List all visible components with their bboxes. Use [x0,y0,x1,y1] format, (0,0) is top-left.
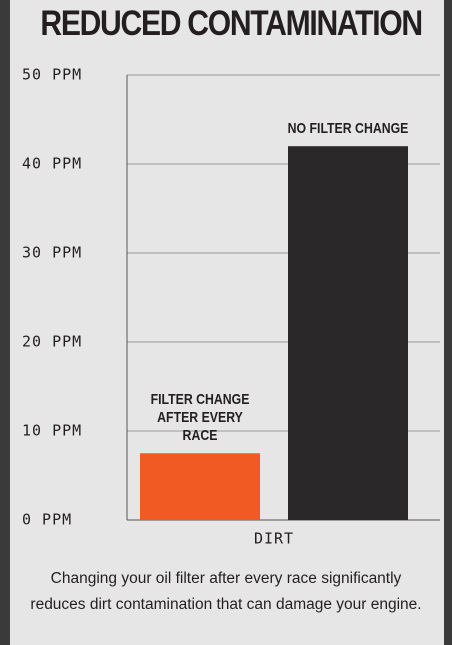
y-tick-label: 0 PPM [22,511,72,529]
bar [140,453,260,520]
y-tick-label: 40 PPM [22,155,82,173]
y-tick-label: 10 PPM [22,422,82,440]
x-tick-label: DIRT [254,530,294,548]
y-tick-label: 50 PPM [22,66,82,84]
chart-title: REDUCED CONTAMINATION [40,4,423,43]
series-label: NO FILTER CHANGE [287,120,409,138]
y-tick-label: 20 PPM [22,333,82,351]
series-label: FILTER CHANGE AFTER EVERY RACE [150,391,250,445]
y-tick-label: 30 PPM [22,244,82,262]
bar [288,146,408,520]
caption: Changing your oil filter after every rac… [30,570,422,613]
